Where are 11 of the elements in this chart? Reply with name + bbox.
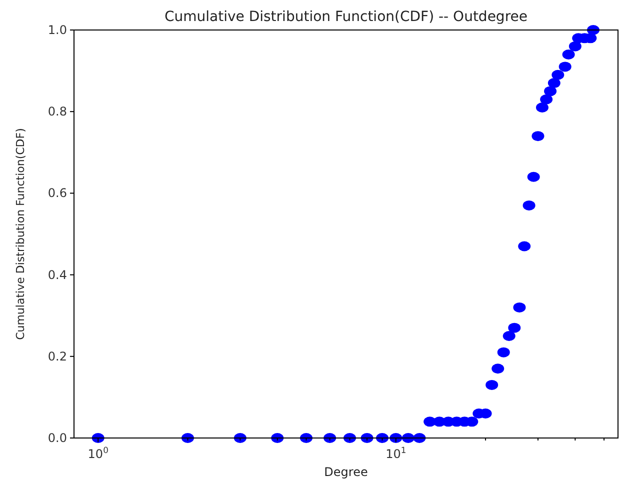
x-tick-label: 10$^{1}$ bbox=[386, 445, 406, 461]
y-axis-title: Cumulative Distribution Function(CDF) bbox=[14, 128, 27, 340]
y-tick-label: 0.4 bbox=[48, 268, 67, 282]
chart-title: Cumulative Distribution Function(CDF) -- Outdegree bbox=[164, 9, 528, 25]
y-tick-label: 0.0 bbox=[48, 431, 67, 445]
y-tick-label: 0.8 bbox=[48, 104, 67, 119]
y-tick-label: 1.0 bbox=[48, 23, 67, 37]
x-axis-title: Degree bbox=[324, 465, 368, 479]
y-tick-label: 0.6 bbox=[48, 186, 67, 200]
x-tick-label: 10$^{0}$ bbox=[88, 445, 108, 461]
y-tick-label: 0.2 bbox=[48, 349, 67, 364]
